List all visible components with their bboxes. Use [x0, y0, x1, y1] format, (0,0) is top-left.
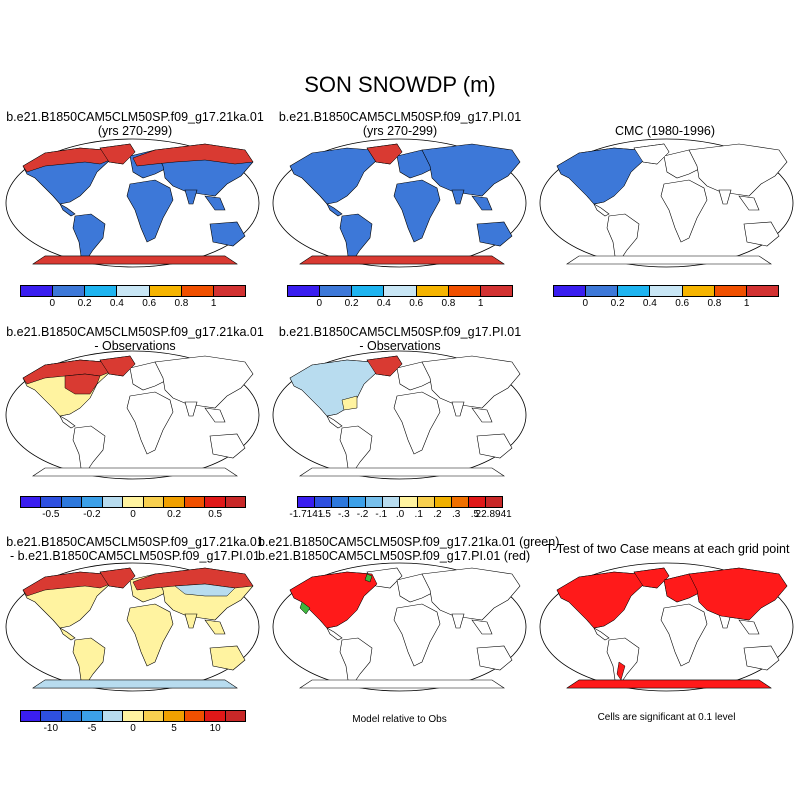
colorbar-tick-label: .0: [395, 509, 405, 520]
map-panel-6: [5, 562, 260, 692]
colorbar-tick-label: 0.2: [610, 298, 625, 309]
colorbar-tick-label: 0: [316, 298, 323, 309]
colorbar-tick-label: 0.6: [675, 298, 690, 309]
colorbar-tick-label: 0.8: [174, 298, 189, 309]
colorbar-tick-label: .3: [452, 509, 461, 520]
colorbar-tick-label: 0.8: [441, 298, 456, 309]
colorbar-tick-label: 22.8941: [475, 509, 512, 520]
panel-6-title: b.e21.B1850CAM5CLM50SP.f09_g17.21ka.01- …: [6, 535, 264, 563]
map-panel-3: [539, 138, 794, 268]
colorbar-panel-3: [553, 285, 779, 297]
colorbar-tick-label: 0.6: [142, 298, 157, 309]
map-panel-4: [5, 350, 260, 480]
colorbar-tick-label: 0.6: [409, 298, 424, 309]
colorbar-tick-label: 0.2: [167, 509, 182, 520]
colorbar-tick-label: 0.4: [109, 298, 124, 309]
colorbar-tick-label: 0: [130, 509, 136, 520]
colorbar-tick-label: 0: [49, 298, 56, 309]
colorbar-tick-label: 1: [477, 298, 484, 309]
colorbar-tick-label: 0.2: [77, 298, 92, 309]
colorbar-tick-label: -1.7141: [289, 509, 324, 520]
colorbar-tick-label: 0.4: [642, 298, 657, 309]
colorbar-tick-label: 5: [171, 723, 177, 734]
colorbar-panel-4: [20, 496, 246, 508]
map-panel-7: [272, 562, 527, 692]
map-panel-8: [539, 562, 794, 692]
colorbar-tick-label: -.1: [375, 509, 388, 520]
panel-1-title: b.e21.B1850CAM5CLM50SP.f09_g17.21ka.01 (y…: [6, 110, 264, 138]
colorbar-tick-label: -0.5: [42, 509, 60, 520]
colorbar-panel-1: [20, 285, 246, 297]
significance-note: Cells are significant at 0.1 level: [597, 712, 736, 723]
panel-4-title: b.e21.B1850CAM5CLM50SP.f09_g17.21ka.01- …: [6, 325, 264, 353]
panel-3-title: CMC (1980-1996): [614, 124, 716, 138]
colorbar-tick-label: 0.4: [376, 298, 391, 309]
panel-7-title: b.e21.B1850CAM5CLM50SP.f09_g17.21ka.01 (…: [258, 535, 560, 563]
colorbar-tick-label: 10: [209, 723, 221, 734]
figure-title: SON SNOWDP (m): [304, 72, 496, 97]
colorbar-panel-6: [20, 710, 246, 722]
colorbar-tick-label: -.2: [356, 509, 369, 520]
model-relative-note: Model relative to Obs: [352, 714, 447, 725]
panel-8-title: T-Test of two Case means at each grid po…: [545, 542, 790, 556]
map-panel-2: [272, 138, 527, 268]
colorbar-panel-5: [297, 496, 503, 508]
colorbar-tick-label: .5: [470, 509, 480, 520]
colorbar-tick-label: -.5: [319, 509, 331, 520]
colorbar-tick-label: 1: [210, 298, 217, 309]
colorbar-tick-label: 0.2: [344, 298, 359, 309]
colorbar-tick-label: 0.8: [707, 298, 722, 309]
colorbar-tick-label: -0.2: [83, 509, 101, 520]
colorbar-tick-label: 0: [582, 298, 589, 309]
panel-2-title: b.e21.B1850CAM5CLM50SP.f09_g17.PI.01 (yrs…: [278, 110, 522, 138]
colorbar-tick-label: -5: [87, 723, 97, 734]
colorbar-tick-label: 0: [130, 723, 136, 734]
colorbar-tick-label: .2: [433, 509, 442, 520]
colorbar-panel-2: [287, 285, 513, 297]
map-panel-5: [272, 350, 527, 480]
panel-5-title: b.e21.B1850CAM5CLM50SP.f09_g17.PI.01- Ob…: [278, 325, 522, 353]
colorbar-tick-label: 1: [743, 298, 750, 309]
colorbar-tick-label: .1: [414, 509, 423, 520]
colorbar-tick-label: -.3: [337, 509, 350, 520]
colorbar-tick-label: 0.5: [208, 509, 223, 520]
colorbar-tick-label: -10: [43, 723, 59, 734]
map-panel-1: [5, 138, 260, 268]
